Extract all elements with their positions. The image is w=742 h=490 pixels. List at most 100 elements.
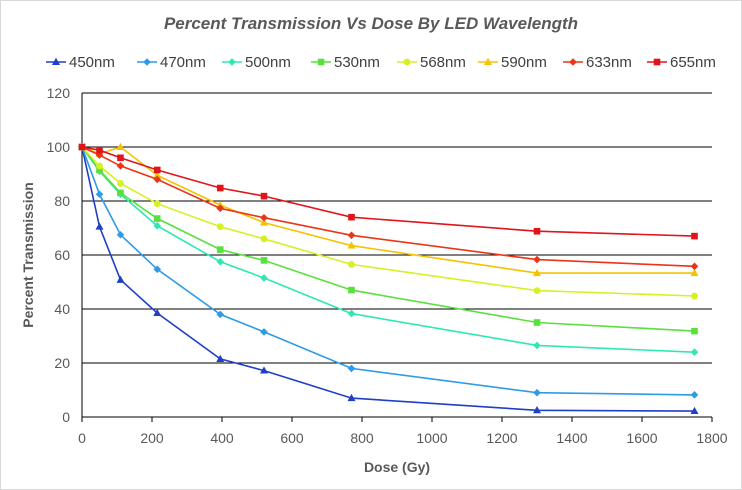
legend-label: 655nm	[670, 54, 716, 71]
legend-item: 590nm	[478, 54, 547, 71]
data-point	[691, 292, 698, 300]
data-point	[347, 309, 356, 318]
data-point	[690, 262, 699, 271]
data-point	[347, 364, 356, 373]
legend-item: 470nm	[137, 54, 206, 71]
data-point	[95, 151, 104, 159]
data-point	[116, 142, 125, 150]
legend-marker	[653, 58, 661, 66]
data-point	[117, 180, 124, 187]
y-tick-label: 120	[47, 85, 71, 101]
data-point	[216, 246, 224, 253]
data-point	[116, 162, 125, 170]
data-point	[260, 328, 268, 336]
data-point	[153, 200, 161, 208]
legend-label: 568nm	[420, 54, 466, 71]
data-point	[533, 268, 541, 277]
y-tick-label: 100	[47, 139, 71, 155]
legend-marker	[317, 58, 325, 66]
x-tick-label: 1400	[556, 430, 587, 446]
y-axis-title: Percent Transmission	[20, 182, 36, 328]
data-point	[260, 257, 268, 264]
legend-marker	[228, 58, 236, 66]
x-tick-label: 600	[280, 430, 304, 446]
data-point	[216, 257, 225, 266]
data-point	[216, 184, 224, 192]
data-point	[153, 222, 162, 230]
y-tick-label: 0	[62, 409, 70, 425]
legend-item: 633nm	[563, 54, 632, 71]
series-633nm	[78, 143, 699, 271]
data-point	[533, 341, 541, 350]
data-point	[691, 327, 698, 335]
y-tick-label: 40	[54, 301, 70, 317]
data-point	[153, 265, 162, 274]
data-point	[153, 171, 162, 179]
legend-label: 590nm	[501, 54, 547, 71]
data-point	[533, 406, 541, 414]
data-point	[690, 406, 699, 415]
data-point	[95, 190, 104, 199]
data-point	[216, 223, 224, 231]
data-point	[533, 287, 541, 295]
data-point	[153, 308, 162, 317]
data-point	[348, 261, 355, 268]
data-point	[260, 274, 268, 282]
series-568nm	[78, 143, 698, 300]
series-655nm	[78, 143, 698, 240]
data-point	[216, 310, 225, 319]
data-point	[260, 213, 268, 222]
x-tick-label: 400	[210, 430, 234, 446]
x-tick-label: 1000	[416, 430, 447, 446]
data-point	[260, 235, 268, 243]
data-point	[153, 215, 161, 222]
data-point	[260, 218, 268, 226]
data-point	[117, 189, 124, 197]
data-point	[690, 391, 699, 399]
legend-label: 500nm	[245, 54, 291, 71]
data-point	[690, 268, 699, 277]
data-point	[216, 200, 225, 209]
data-point	[348, 213, 355, 221]
data-point	[691, 232, 698, 240]
legend-label: 633nm	[586, 54, 632, 71]
y-tick-labels: 0 20 40 60 80 100 120	[47, 85, 71, 425]
data-point	[117, 154, 124, 162]
chart-title: Percent Transmission Vs Dose By LED Wave…	[164, 14, 578, 33]
legend-marker	[52, 57, 60, 65]
legend-label: 450nm	[69, 54, 115, 71]
data-point	[116, 275, 125, 283]
data-point	[533, 227, 541, 235]
data-point	[533, 255, 541, 264]
data-point	[216, 204, 225, 213]
data-point	[216, 354, 225, 362]
legend: 450nm 470nm 500nm 530nm 568nm 590nm 633nm 655nm	[46, 54, 716, 71]
data-point	[153, 175, 162, 184]
legend-marker	[569, 58, 577, 66]
data-point	[260, 366, 268, 374]
data-point	[347, 241, 356, 249]
x-tick-labels: 0 200 400 600 800 1000 1200 1400 1600 1800	[78, 430, 728, 446]
data-point	[78, 143, 86, 151]
data-point	[116, 230, 125, 239]
legend-item: 450nm	[46, 54, 115, 71]
legend-label: 470nm	[160, 54, 206, 71]
legend-item: 530nm	[311, 54, 380, 71]
gridlines	[82, 92, 712, 364]
data-point	[95, 222, 104, 230]
x-axis-title: Dose (Gy)	[364, 459, 430, 475]
x-tick-label: 1600	[626, 430, 657, 446]
data-point	[96, 166, 103, 174]
data-point	[533, 319, 541, 326]
data-point	[347, 393, 356, 402]
legend-label: 530nm	[334, 54, 380, 71]
data-point	[96, 146, 103, 154]
plot-series	[78, 142, 699, 415]
data-point	[348, 286, 355, 294]
y-tick-label: 80	[54, 193, 70, 209]
data-point	[153, 166, 161, 174]
legend-marker	[143, 58, 151, 66]
x-tick-label: 1200	[486, 430, 517, 446]
